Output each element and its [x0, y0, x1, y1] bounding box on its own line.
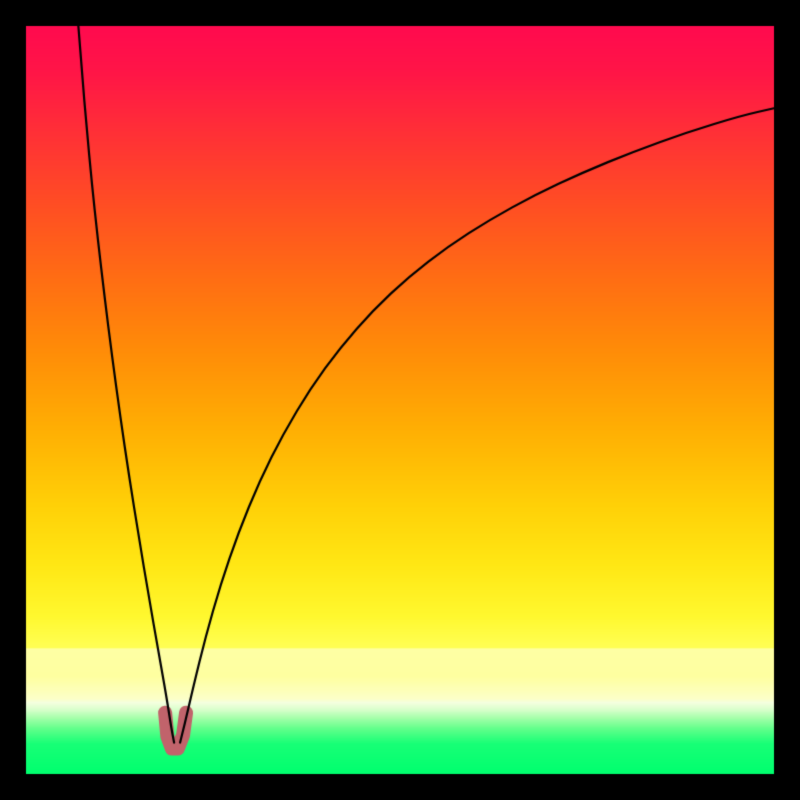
plot-frame [0, 0, 800, 800]
plot-canvas [0, 0, 800, 800]
chart-container: TheBottleneck.com [0, 0, 800, 800]
